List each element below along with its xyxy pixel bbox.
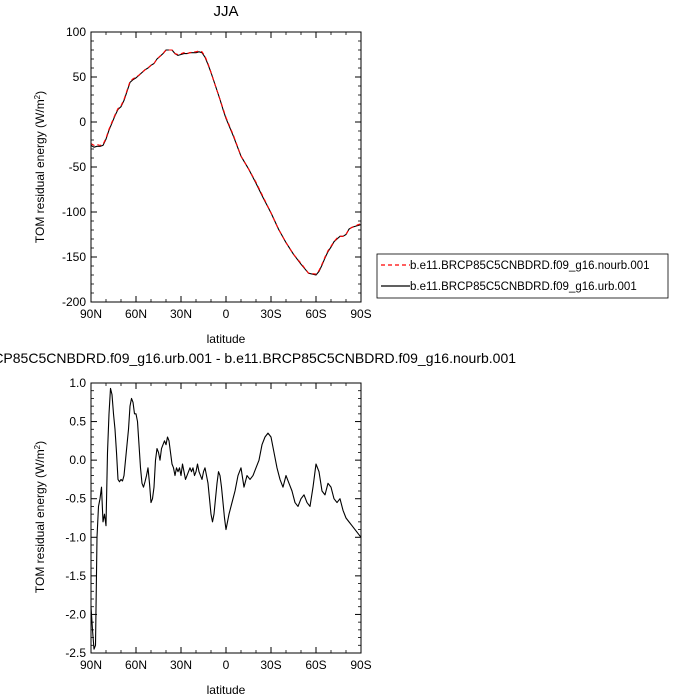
chart-top: JJA latitude TOM residual energy (W/m2) … (33, 3, 372, 346)
top-x-tick-label: 90N (80, 307, 102, 321)
top-x-tick-label: 90S (350, 307, 371, 321)
ticks: 90N 60N 30N 0 30S 60S 90S -200 -150 -100 -50 0 50 100 (62, 25, 372, 321)
top-y-tick-label: 50 (73, 70, 87, 84)
top-y-tick-label: 0 (79, 115, 86, 129)
legend-label-urb: b.e11.BRCP85C5CNBDRD.f09_g16.urb.001 (410, 281, 637, 293)
plot-frame-difference (90, 382, 362, 654)
plot-frame (90, 31, 362, 303)
top-series-line-1 (90, 49, 362, 276)
y-axis-label-difference: TOM residual energy (W/m2) (33, 441, 47, 593)
top-y-tick-label: 100 (66, 25, 86, 39)
chart-title: JJA (213, 3, 238, 20)
bottom-y-tick-label: 1.0 (69, 376, 86, 390)
bottom-x-tick-label: 0 (223, 658, 230, 672)
bottom-x-tick-label: 30N (170, 658, 192, 672)
legend: b.e11.BRCP85C5CNBDRD.f09_g16.nourb.001 b… (376, 253, 669, 299)
bottom-y-tick-label: -2.0 (65, 607, 86, 621)
bottom-x-tick-label: 90N (80, 658, 102, 672)
top-x-tick-label: 0 (223, 307, 230, 321)
top-x-tick-label: 60N (125, 307, 147, 321)
series-lines (90, 49, 362, 276)
bottom-series-line-0 (90, 387, 362, 650)
chart-title-difference: b.e11.BRCP85C5CNBDRD.f09_g16.urb.001 - b… (0, 350, 516, 366)
top-x-tick-label: 30S (260, 307, 281, 321)
top-x-tick-label: 60S (305, 307, 326, 321)
series-lines-difference (90, 387, 362, 650)
x-axis-label: latitude (207, 332, 246, 346)
top-y-tick-label: -150 (62, 250, 86, 264)
bottom-x-tick-label: 90S (350, 658, 371, 672)
x-axis-label-difference: latitude (207, 683, 246, 697)
chart-bottom: b.e11.BRCP85C5CNBDRD.f09_g16.urb.001 - b… (0, 350, 516, 697)
legend-label-nourb: b.e11.BRCP85C5CNBDRD.f09_g16.nourb.001 (410, 260, 650, 272)
top-y-tick-label: -50 (69, 160, 87, 174)
bottom-y-tick-label: -1.0 (65, 530, 86, 544)
bottom-y-tick-label: 0.5 (69, 415, 86, 429)
bottom-x-tick-label: 60N (125, 658, 147, 672)
ticks-difference: 90N 60N 30N 0 30S 60S 90S -2.5 -2.0 -1.5 -1.0 -0.5 0… (65, 376, 371, 672)
bottom-y-tick-label: -1.5 (65, 569, 86, 583)
bottom-y-tick-label: -0.5 (65, 492, 86, 506)
top-series-line-0 (90, 49, 362, 275)
top-y-tick-label: -100 (62, 205, 86, 219)
legend-box (376, 253, 669, 299)
y-axis-label: TOM residual energy (W/m2) (33, 91, 47, 243)
bottom-y-tick-label: -2.5 (65, 646, 86, 660)
top-y-tick-label: -200 (62, 295, 86, 309)
bottom-y-tick-label: 0.0 (69, 453, 86, 467)
top-x-tick-label: 30N (170, 307, 192, 321)
bottom-x-tick-label: 30S (260, 658, 281, 672)
bottom-x-tick-label: 60S (305, 658, 326, 672)
